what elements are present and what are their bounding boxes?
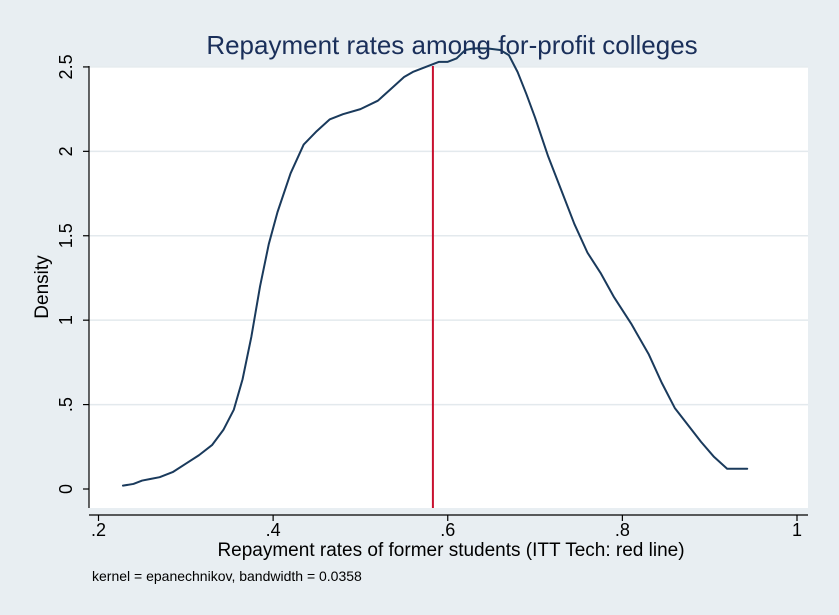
y-tick-label-2: 1 [56,315,76,325]
chart-title: Repayment rates among for-profit college… [206,30,697,60]
y-tick-label-1: .5 [56,397,76,412]
x-tick-label-0: .2 [91,520,106,540]
series-layer [121,47,749,487]
x-tick-label-1: .4 [266,520,281,540]
kernel-note: kernel = epanechnikov, bandwidth = 0.035… [92,568,362,584]
axes: 0 .5 1 1.5 2 2.5 .2 .4 .6 .8 1 [56,54,808,540]
grid-lines [89,66,808,406]
y-tick-label-0: 0 [56,484,76,494]
y-axis-title: Density [32,255,53,319]
x-tick-label-4: 1 [792,520,802,540]
x-axis-title: Repayment rates of former students (ITT … [217,540,684,561]
y-tick-label-3: 1.5 [56,223,76,248]
x-tick-label-2: .6 [440,520,455,540]
plot-area [89,66,808,508]
y-tick-label-4: 2 [56,146,76,156]
x-tick-label-3: .8 [615,520,630,540]
y-tick-label-5: 2.5 [56,54,76,79]
